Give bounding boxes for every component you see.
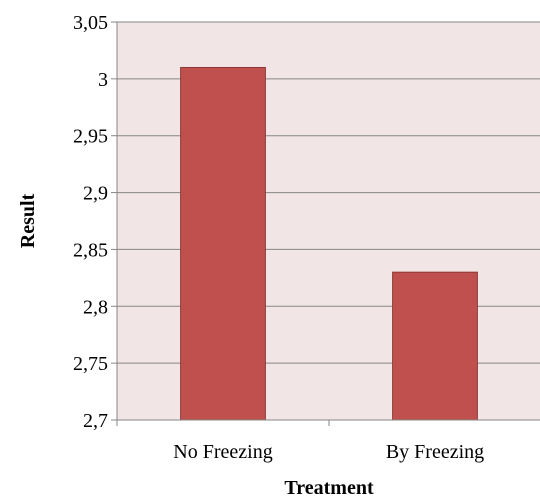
y-tick-label: 2,9 [83, 183, 108, 205]
bars [180, 66, 478, 421]
x-tick-label: No Freezing [173, 441, 272, 463]
bar [392, 271, 478, 421]
y-axis-title: Result [17, 193, 39, 248]
y-tick-label: 2,75 [73, 353, 108, 375]
y-tick-label: 3 [98, 69, 108, 91]
x-axis-title: Treatment [284, 477, 374, 499]
y-tick-label: 2,8 [83, 296, 108, 318]
y-tick-label: 2,85 [73, 239, 108, 261]
x-tick-label: By Freezing [386, 441, 484, 463]
y-tick-label: 3,05 [73, 12, 108, 34]
bar [180, 66, 266, 421]
x-tick-labels: No Freezing By Freezing [173, 441, 484, 463]
y-tick-labels: 2,7 2,75 2,8 2,85 2,9 2,95 3 3,05 [73, 12, 108, 432]
axes [116, 22, 540, 421]
y-tick-label: 2,95 [73, 126, 108, 148]
y-tick-label: 2,7 [83, 410, 108, 432]
